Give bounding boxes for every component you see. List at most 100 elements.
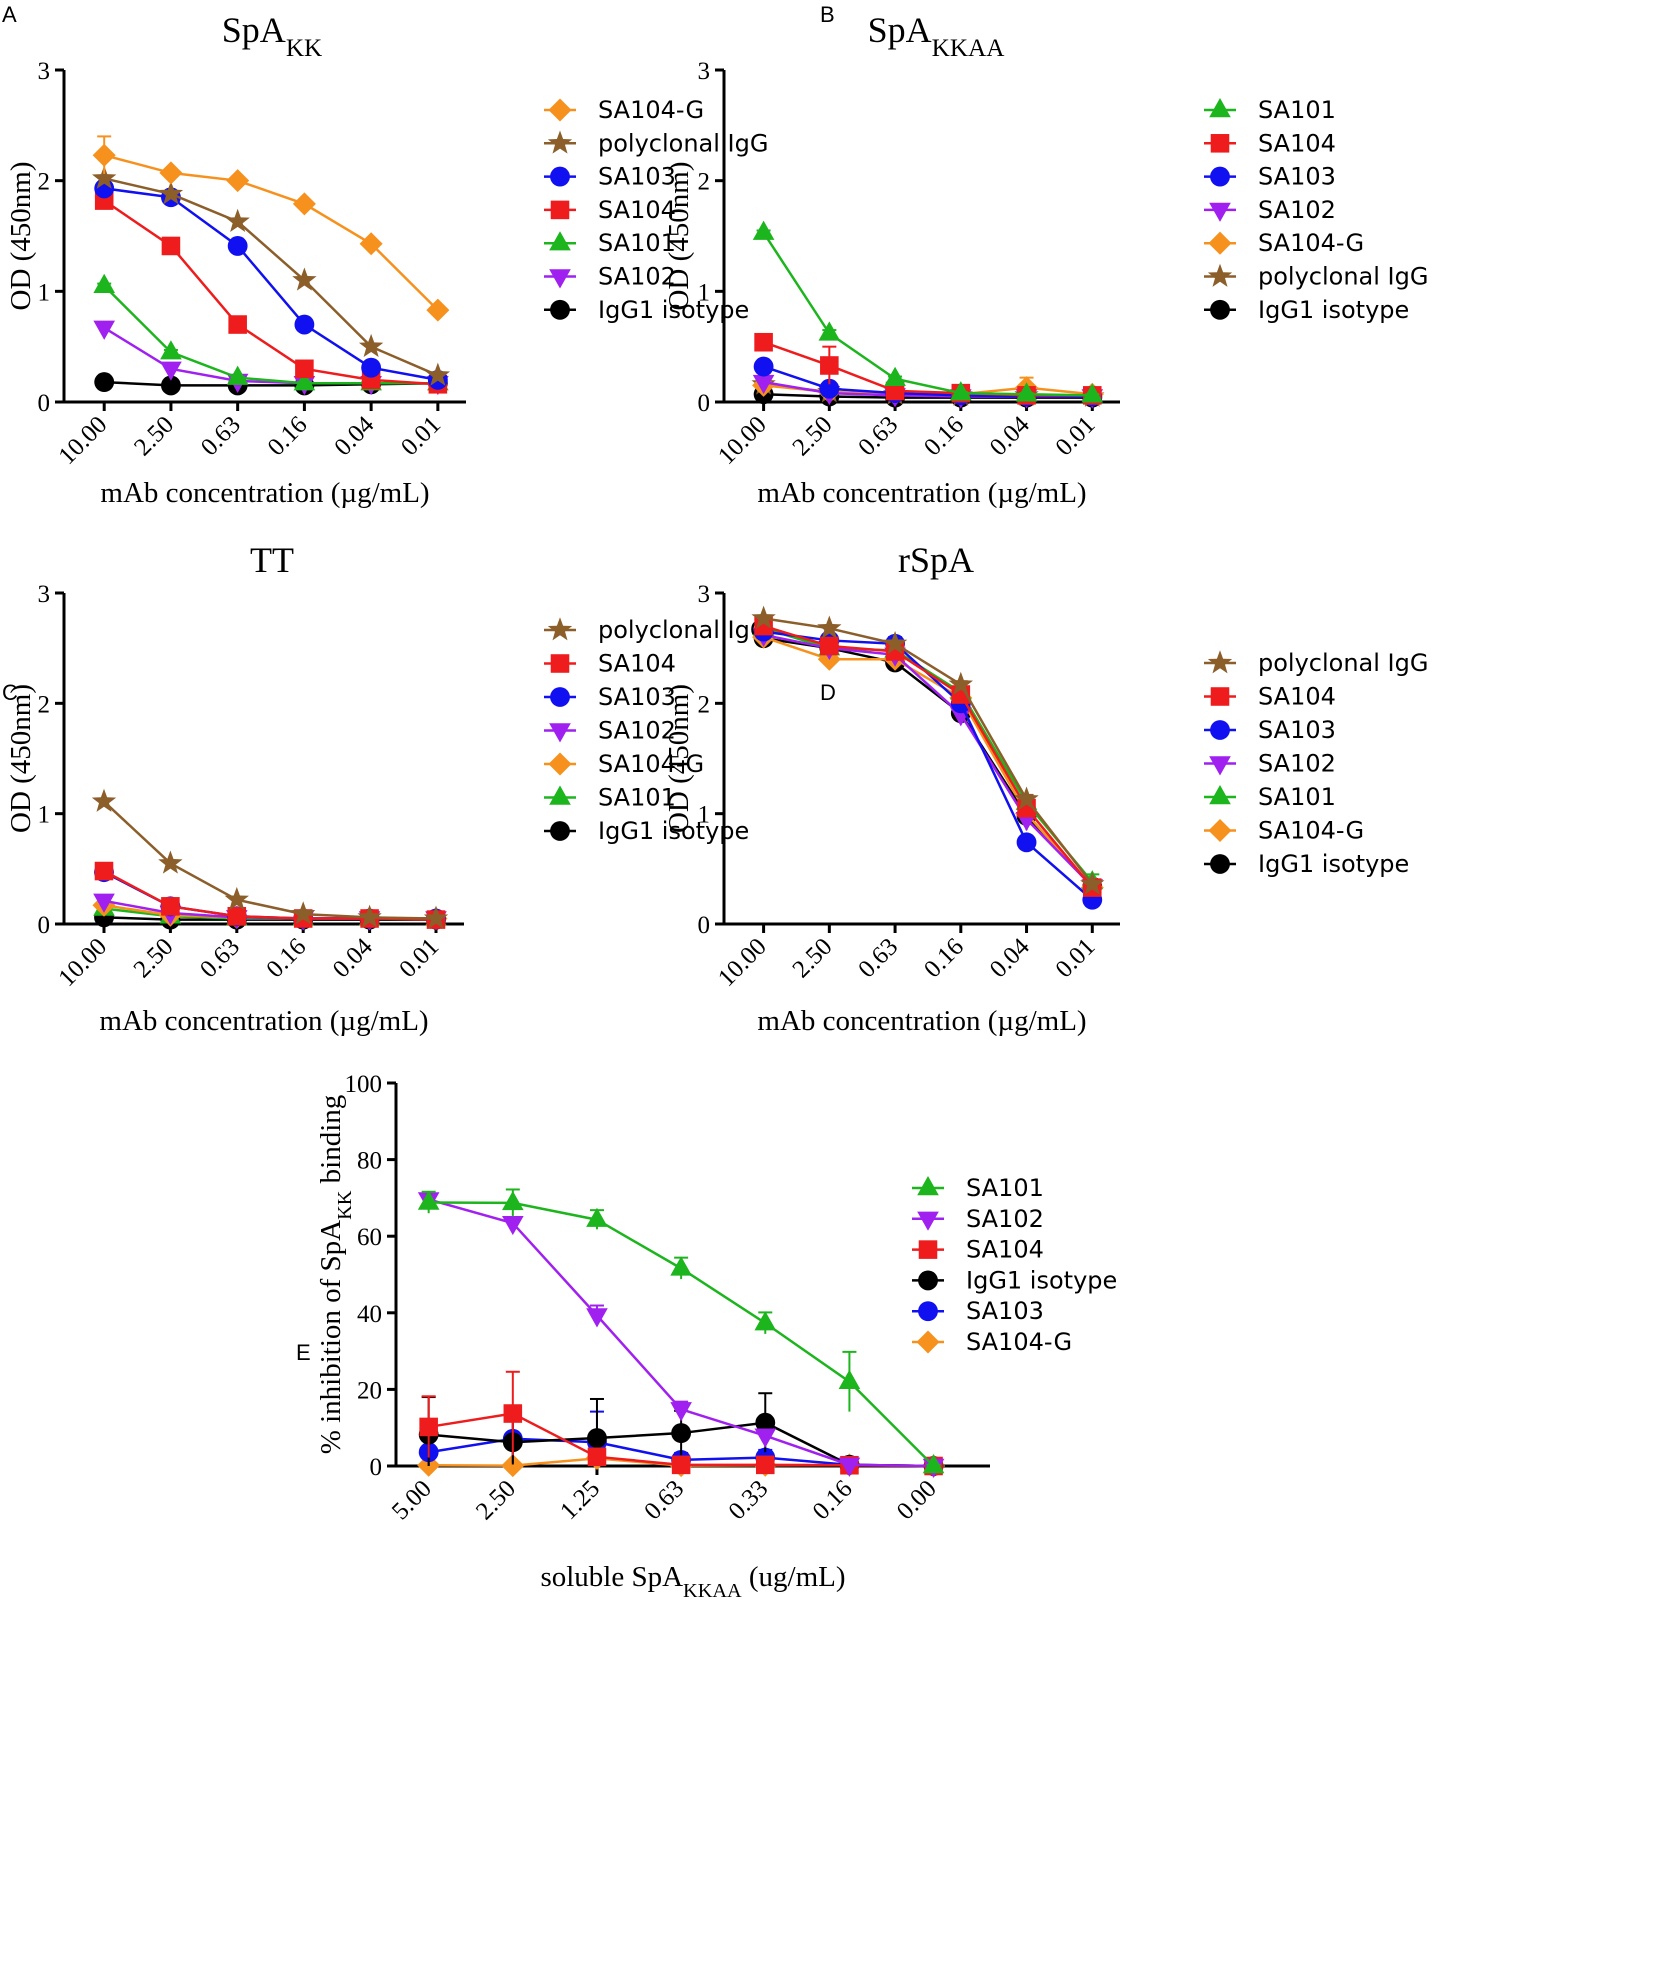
legend-marker bbox=[1207, 650, 1233, 674]
data-point bbox=[819, 378, 840, 399]
y-tick-label: 1 bbox=[38, 279, 51, 306]
legend-label: SA103 bbox=[966, 1297, 1044, 1325]
chart-panel-b: SpAKKAA 0 1 2 3 10.00 2.50 0.63 0.16 0.04 0.01 mAb … bbox=[663, 10, 1428, 509]
panel-letter-a: A bbox=[2, 2, 17, 27]
data-point bbox=[754, 1428, 777, 1448]
y-tick-label: 3 bbox=[38, 58, 51, 85]
chart-panel-d: rSpA 0 1 2 3 10.00 2.50 0.63 0.16 0.04 0.01 mAb con… bbox=[663, 540, 1428, 1037]
legend-label: SA104 bbox=[966, 1236, 1044, 1264]
legend-marker bbox=[1210, 720, 1230, 740]
data-point bbox=[755, 1412, 776, 1433]
series-line bbox=[103, 154, 439, 312]
x-tick-label: 0.16 bbox=[808, 1475, 858, 1525]
data-point bbox=[671, 1423, 692, 1443]
x-tick-label: 0.16 bbox=[261, 933, 311, 983]
series-line bbox=[763, 635, 1094, 889]
chart-panel-a: SpAKK 0 1 2 3 10.00 2.50 0.63 0.16 0.04 0.01 mAb co… bbox=[5, 10, 768, 509]
legend-marker bbox=[1208, 231, 1232, 255]
series-line bbox=[763, 637, 1094, 888]
y-tick-label: 1 bbox=[698, 802, 711, 829]
legend-label: SA104-G bbox=[598, 96, 704, 124]
data-point bbox=[820, 356, 839, 375]
series-polyclonal-igg bbox=[92, 165, 451, 386]
legend-item: SA104-G bbox=[544, 96, 704, 124]
legend-marker bbox=[918, 1301, 938, 1322]
legend-label: polyclonal IgG bbox=[1258, 649, 1428, 677]
series-line bbox=[103, 284, 438, 385]
legend-item: SA103 bbox=[544, 683, 676, 711]
x-tick-label: 0.01 bbox=[1050, 933, 1100, 983]
x-tick-label: 2.50 bbox=[471, 1475, 521, 1525]
data-point bbox=[158, 850, 183, 874]
data-point bbox=[161, 897, 180, 916]
y-tick-label: 3 bbox=[38, 581, 51, 608]
legend-item: IgG1 isotype bbox=[1204, 850, 1409, 878]
legend-marker bbox=[918, 1240, 938, 1259]
chart-title: TT bbox=[250, 540, 294, 580]
legend-marker bbox=[547, 617, 573, 641]
data-point bbox=[357, 904, 382, 928]
legend-marker bbox=[1209, 756, 1231, 776]
series-sa102 bbox=[752, 627, 1104, 899]
x-tick-label: 0.63 bbox=[853, 933, 903, 983]
x-tick-label: 2.50 bbox=[129, 411, 179, 461]
series-line bbox=[762, 231, 1093, 397]
legend-item: SA104-G bbox=[1204, 229, 1364, 257]
legend-label: SA103 bbox=[598, 683, 676, 711]
series-line bbox=[763, 627, 1094, 883]
x-tick-label: 0.16 bbox=[919, 933, 969, 983]
panel-letter-d: D bbox=[820, 680, 836, 705]
legend-label: SA104 bbox=[1258, 129, 1336, 157]
legend-marker bbox=[549, 269, 571, 289]
data-point bbox=[160, 340, 182, 360]
data-point bbox=[755, 1455, 775, 1475]
legend-marker bbox=[550, 200, 570, 220]
series-sa102 bbox=[417, 1192, 945, 1478]
chart-panel-e: 0 20 40 60 80 100 5.00 2.50 1.25 0.63 0.33 0.16 0.00… bbox=[315, 1071, 1117, 1602]
y-axis-label: % inhibition of SpAKK binding bbox=[315, 1095, 356, 1455]
series-line bbox=[763, 617, 1094, 886]
x-axis-label: mAb concentration (µg/mL) bbox=[100, 477, 429, 509]
legend-item: SA104 bbox=[912, 1236, 1044, 1264]
x-tick-label: 10.00 bbox=[53, 933, 112, 992]
legend-label: SA102 bbox=[598, 717, 676, 745]
data-point bbox=[359, 232, 383, 256]
data-point bbox=[224, 886, 249, 911]
legend-marker bbox=[1208, 818, 1232, 843]
data-point bbox=[159, 161, 183, 185]
y-tick-label: 40 bbox=[357, 1301, 382, 1328]
legend-marker bbox=[1210, 134, 1230, 153]
legend-item: polyclonal IgG bbox=[1204, 263, 1428, 291]
data-point bbox=[586, 1207, 608, 1227]
legend-label: SA102 bbox=[966, 1205, 1044, 1233]
data-point bbox=[586, 1308, 608, 1328]
chart-panel-c: TT 0 1 2 3 10.00 2.50 0.63 0.16 0.04 0.01 mAb conce… bbox=[5, 540, 768, 1037]
x-tick-label: 0.01 bbox=[396, 411, 446, 461]
data-point bbox=[1080, 871, 1105, 895]
legend-label: SA102 bbox=[1258, 750, 1336, 778]
series-polyclonal-igg bbox=[91, 788, 449, 929]
x-tick-label: 2.50 bbox=[129, 933, 179, 983]
data-point bbox=[295, 359, 314, 379]
legend-item: SA103 bbox=[1204, 716, 1336, 744]
series-line bbox=[104, 187, 439, 382]
legend-marker bbox=[1209, 98, 1231, 118]
y-tick-label: 1 bbox=[698, 279, 711, 306]
data-point bbox=[92, 165, 117, 189]
x-tick-label: 0.63 bbox=[196, 411, 246, 461]
legend-item: SA104-G bbox=[1204, 817, 1364, 845]
legend-item: SA104-G bbox=[544, 750, 704, 778]
y-tick-label: 3 bbox=[698, 581, 711, 608]
legend: polyclonal IgG SA104 SA103 SA102 SA104-G SA10… bbox=[544, 616, 768, 845]
x-tick-label: 0.01 bbox=[1050, 411, 1100, 461]
series-polyclonal-igg bbox=[751, 605, 1105, 895]
series-sa104-g bbox=[752, 625, 1104, 900]
data-point bbox=[1016, 832, 1037, 853]
x-tick-label: 2.50 bbox=[788, 933, 838, 983]
legend-marker bbox=[917, 1176, 939, 1196]
x-axis-label: mAb concentration (µg/mL) bbox=[757, 1005, 1086, 1037]
legend-label: SA102 bbox=[1258, 196, 1336, 224]
legend-label: SA104 bbox=[1258, 683, 1336, 711]
legend-item: SA101 bbox=[544, 784, 676, 812]
